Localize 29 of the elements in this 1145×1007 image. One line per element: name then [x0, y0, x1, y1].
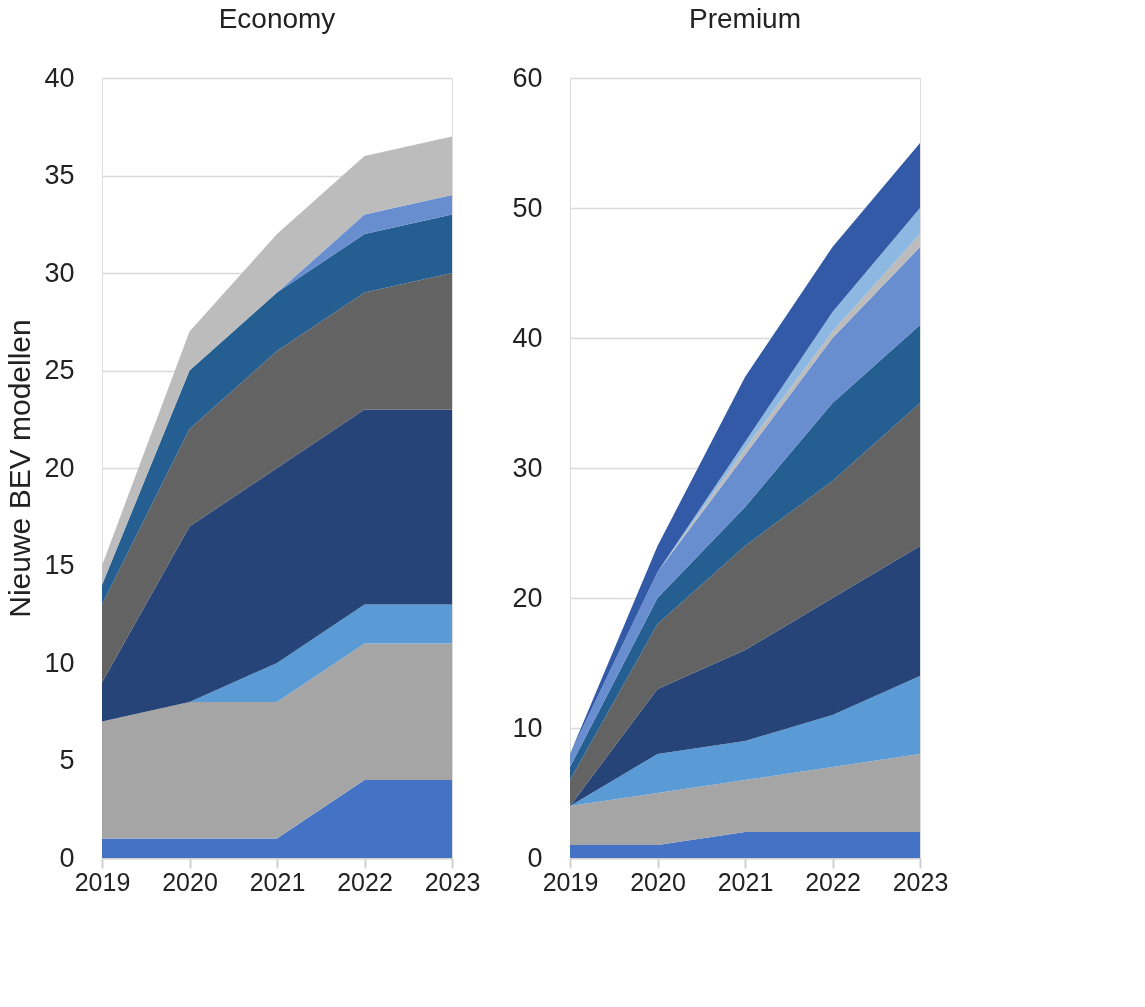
chart-title: Premium — [688, 3, 802, 34]
x-tick-label: 2022 — [805, 867, 861, 896]
chart-title: Economy — [218, 3, 336, 34]
y-tick-label: 25 — [44, 355, 75, 385]
y-tick-label: 40 — [512, 322, 543, 353]
y-tick-label: 10 — [512, 712, 543, 743]
y-tick-label: 0 — [527, 842, 543, 873]
x-tick-label: 2023 — [424, 867, 481, 896]
x-tick-label: 2020 — [162, 867, 218, 896]
x-tick-label: 2019 — [542, 867, 599, 896]
y-tick-label: 20 — [44, 452, 75, 483]
y-tick-label: 10 — [44, 647, 75, 678]
y-tick-label: 20 — [512, 582, 543, 613]
x-tick-label: 2019 — [74, 867, 131, 896]
y-tick-label: 30 — [44, 257, 75, 288]
y-tick-label: 0 — [59, 842, 75, 873]
y-axis-title: Nieuwe BEV modellen — [3, 319, 37, 618]
y-tick-label: 5 — [59, 745, 75, 775]
y-tick-label: 40 — [44, 62, 75, 93]
x-tick-label: 2022 — [337, 867, 393, 896]
x-tick-label: 2023 — [892, 867, 949, 896]
y-tick-label: 30 — [512, 452, 543, 483]
x-tick-label: 2021 — [249, 867, 306, 896]
y-tick-label: 15 — [44, 550, 75, 580]
y-tick-label: 60 — [512, 62, 543, 93]
x-tick-label: 2020 — [630, 867, 686, 896]
x-tick-label: 2021 — [717, 867, 774, 896]
y-tick-label: 50 — [512, 192, 543, 223]
y-tick-label: 35 — [44, 160, 75, 190]
